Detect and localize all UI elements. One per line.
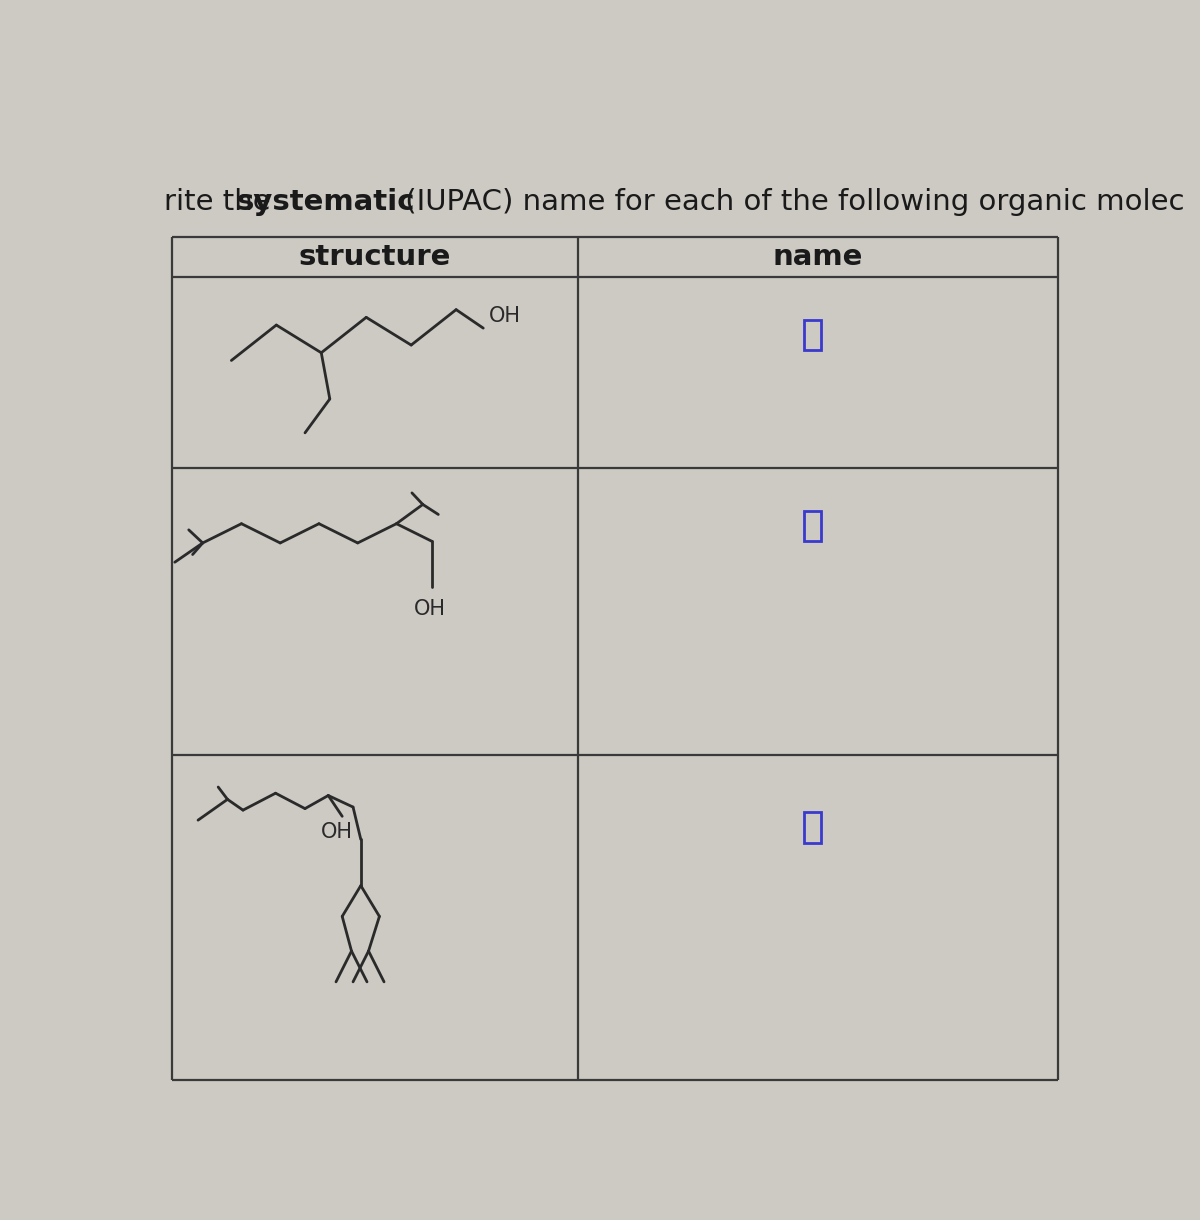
Text: name: name [773, 243, 863, 271]
Text: rite the: rite the [164, 188, 280, 216]
Bar [804, 813, 821, 843]
Text: OH: OH [488, 306, 521, 326]
Text: systematic: systematic [236, 188, 415, 216]
Bar [804, 320, 821, 350]
Text: structure: structure [299, 243, 451, 271]
Text: OH: OH [320, 822, 353, 843]
Text: (IUPAC) name for each of the following organic molec: (IUPAC) name for each of the following o… [396, 188, 1184, 216]
Text: OH: OH [414, 599, 445, 620]
Bar [804, 511, 821, 542]
